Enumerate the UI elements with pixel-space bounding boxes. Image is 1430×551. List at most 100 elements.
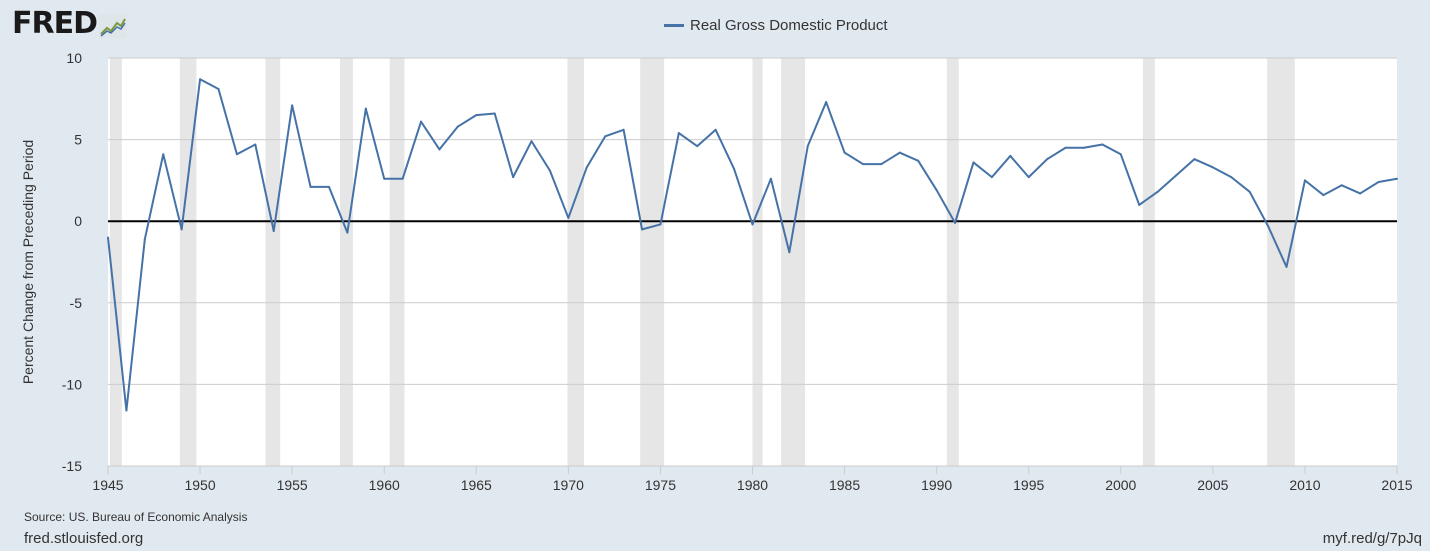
y-tick-label: 5	[74, 132, 82, 148]
data-point[interactable]	[125, 409, 128, 412]
data-point[interactable]	[1064, 146, 1067, 149]
data-point[interactable]	[861, 163, 864, 166]
data-point[interactable]	[954, 221, 957, 224]
data-point[interactable]	[1101, 143, 1104, 146]
data-point[interactable]	[972, 161, 975, 164]
data-point[interactable]	[1285, 265, 1288, 268]
data-point[interactable]	[935, 189, 938, 192]
data-point[interactable]	[898, 151, 901, 154]
data-point[interactable]	[880, 163, 883, 166]
data-point[interactable]	[1377, 181, 1380, 184]
data-point[interactable]	[364, 107, 367, 110]
data-point[interactable]	[217, 88, 220, 91]
data-point[interactable]	[346, 231, 349, 234]
data-point[interactable]	[1303, 179, 1306, 182]
recession-band	[340, 58, 353, 466]
data-point[interactable]	[548, 169, 551, 172]
data-point[interactable]	[1175, 174, 1178, 177]
y-tick-label: 0	[74, 213, 82, 229]
legend-swatch	[664, 23, 684, 27]
data-point[interactable]	[1267, 225, 1270, 228]
data-point[interactable]	[1248, 190, 1251, 193]
data-point[interactable]	[1396, 177, 1398, 180]
data-point[interactable]	[1322, 194, 1325, 197]
data-point[interactable]	[107, 236, 109, 239]
x-tick-label: 1975	[645, 477, 676, 493]
data-point[interactable]	[456, 125, 459, 128]
x-tick-label: 1980	[737, 477, 768, 493]
data-point[interactable]	[604, 135, 607, 138]
data-point[interactable]	[272, 229, 275, 232]
data-point[interactable]	[401, 177, 404, 180]
x-tick-label: 2005	[1197, 477, 1228, 493]
x-tick-label: 1955	[277, 477, 308, 493]
data-point[interactable]	[1119, 153, 1122, 156]
data-point[interactable]	[917, 159, 920, 162]
data-point[interactable]	[843, 151, 846, 154]
data-point[interactable]	[1082, 146, 1085, 149]
data-point[interactable]	[235, 153, 238, 156]
x-tick-label: 1990	[921, 477, 952, 493]
data-point[interactable]	[1230, 176, 1233, 179]
data-point[interactable]	[641, 228, 644, 231]
data-point[interactable]	[659, 223, 662, 226]
recession-band	[946, 58, 959, 466]
data-point[interactable]	[143, 238, 146, 241]
x-tick-label: 2000	[1105, 477, 1136, 493]
data-point[interactable]	[1009, 154, 1012, 157]
footer-site-link[interactable]: fred.stlouisfed.org	[24, 530, 144, 547]
data-point[interactable]	[199, 78, 202, 81]
recession-band	[567, 58, 585, 466]
data-point[interactable]	[383, 177, 386, 180]
data-point[interactable]	[733, 167, 736, 170]
data-point[interactable]	[825, 101, 828, 104]
legend-label: Real Gross Domestic Product	[690, 16, 888, 34]
chart-legend[interactable]: Real Gross Domestic Product	[664, 14, 888, 36]
data-point[interactable]	[1340, 184, 1343, 187]
data-point[interactable]	[180, 228, 183, 231]
data-point[interactable]	[769, 177, 772, 180]
recession-band	[752, 58, 763, 466]
data-point[interactable]	[1156, 190, 1159, 193]
data-point[interactable]	[714, 128, 717, 131]
x-tick-label: 2010	[1289, 477, 1320, 493]
data-point[interactable]	[420, 120, 423, 123]
recession-band	[640, 58, 665, 466]
data-point[interactable]	[530, 140, 533, 143]
data-point[interactable]	[990, 176, 993, 179]
data-point[interactable]	[1027, 176, 1030, 179]
data-point[interactable]	[254, 143, 257, 146]
data-point[interactable]	[1193, 158, 1196, 161]
data-point[interactable]	[622, 128, 625, 131]
x-tick-label: 1945	[92, 477, 123, 493]
data-point[interactable]	[309, 185, 312, 188]
data-point[interactable]	[327, 185, 330, 188]
x-tick-label: 1985	[829, 477, 860, 493]
x-tick-label: 1960	[369, 477, 400, 493]
y-tick-label: 10	[66, 50, 82, 66]
data-point[interactable]	[677, 132, 680, 135]
recession-band	[179, 58, 197, 466]
footer-short-link[interactable]: myf.red/g/7pJq	[1322, 530, 1422, 547]
data-point[interactable]	[696, 145, 699, 148]
x-tick-label: 1970	[553, 477, 584, 493]
data-point[interactable]	[438, 148, 441, 151]
data-point[interactable]	[1046, 158, 1049, 161]
data-point[interactable]	[585, 166, 588, 169]
data-point[interactable]	[475, 114, 478, 117]
fred-logo[interactable]: FRED	[12, 8, 127, 40]
data-point[interactable]	[291, 104, 294, 107]
data-point[interactable]	[512, 176, 515, 179]
data-point[interactable]	[788, 251, 791, 254]
data-point[interactable]	[1211, 166, 1214, 169]
source-note: Source: US. Bureau of Economic Analysis	[24, 510, 248, 524]
data-point[interactable]	[493, 112, 496, 115]
data-point[interactable]	[1359, 192, 1362, 195]
data-point[interactable]	[806, 145, 809, 148]
data-point[interactable]	[1138, 203, 1141, 206]
data-point[interactable]	[567, 216, 570, 219]
data-point[interactable]	[162, 153, 165, 156]
data-point[interactable]	[751, 223, 754, 226]
recession-band	[1267, 58, 1295, 466]
